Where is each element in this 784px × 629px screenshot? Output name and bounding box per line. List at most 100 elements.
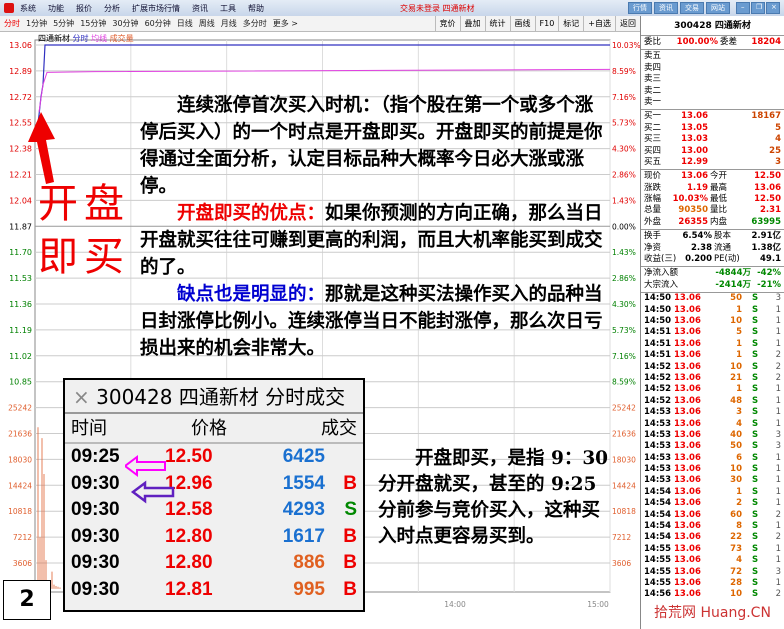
popup-volume: 4293 [282,499,325,520]
window-title: 交易未登录 四通新材 [400,4,475,13]
period-tab[interactable]: 月线 [220,19,237,28]
tick-cell: S [751,384,759,395]
menu-item[interactable]: 工具 [220,3,236,13]
popup-time: 09:30 [71,499,120,520]
tick-cell: 8 [736,521,742,532]
period-tab[interactable]: 15分钟 [80,19,107,28]
tick-cell: 2 [775,509,781,520]
tick-cell: 10 [730,589,742,600]
flow-label: 净流入额 [644,268,679,279]
pct-tick-label: 2.86% [612,171,636,180]
period-tab[interactable]: 多分时 [242,19,267,28]
draw-button[interactable]: 画线 [509,16,535,32]
tick-cell: 3 [775,429,781,440]
annotation-text-block: 连续涨停首次买入时机：（指个股在第一个或多个涨停后买入）的一个时点是开盘即买。开… [140,92,610,362]
auction-button[interactable]: 竞价 [434,16,460,32]
paragraph-open-buy: 开盘即买，是指 9：30 分开盘就买，甚至的 9:25 分前参与竞价买入，这种买… [378,448,609,547]
restore-icon[interactable]: ❐ [751,2,765,14]
buy-label: 买二 [644,122,662,133]
tick-cell: 60 [730,509,742,520]
tick-row: 14:51 13.06 1 S 1 [641,339,784,350]
period-tab[interactable]: 周线 [198,19,215,28]
tick-cell: S [751,486,759,497]
tick-cell: 1 [736,304,742,315]
quote-row: 总量 90350 量比 2.31 [641,205,784,216]
tick-cell: S [751,293,759,304]
tick-cell: S [751,304,759,315]
tick-cell: 14:50 [644,315,672,326]
tick-cell: 1 [775,395,781,406]
tick-row: 14:54 13.06 2 S 1 [641,498,784,509]
tick-cell: 14:52 [644,395,672,406]
tick-list[interactable]: 14:50 13.06 50 S 3 14:50 13.06 1 S 1 14:50 13.06 10 S… [641,293,784,601]
tick-cell: 14:56 [644,589,672,600]
watermark-logo: 拾荒网 Huang.CN [654,604,771,621]
period-tab[interactable]: 日线 [176,19,193,28]
quote-button[interactable]: 行情 [628,2,652,14]
more-periods[interactable]: 更多 > [272,19,298,28]
quote-value: 90350 [678,205,708,216]
pct-tick-label: 1.43% [612,248,636,257]
legend-price: 分时 [72,34,89,43]
mark-button[interactable]: 标记 [558,16,583,32]
overlay-button[interactable]: 叠加 [459,16,485,32]
popup-side: B [343,472,357,494]
tick-row: 14:53 13.06 30 S 1 [641,475,784,486]
minimize-icon[interactable]: – [736,2,750,14]
menu-item[interactable]: 分析 [104,3,120,13]
tick-cell: S [751,509,759,520]
volume-tick-label: 7212 [612,533,631,542]
tick-cell: 14:54 [644,532,672,543]
tick-cell: 2 [775,361,781,372]
tick-cell: 1 [736,486,742,497]
website-button[interactable]: 网站 [706,2,730,14]
f10-button[interactable]: F10 [534,16,559,32]
popup-row: 09:30 12.81 995 B [65,577,363,604]
tick-cell: 3 [775,441,781,452]
tick-cell: 13.06 [674,327,701,338]
buy-label: 买五 [644,156,662,167]
period-tab[interactable]: 1分钟 [26,19,48,28]
tick-cell: S [751,327,759,338]
stats-button[interactable]: 统计 [484,16,510,32]
volume-tick-label: 14424 [612,481,636,490]
menu-item[interactable]: 扩展市场行情 [132,3,180,13]
period-tab[interactable]: 5分钟 [53,19,75,28]
buy-price: 13.06 [681,111,708,122]
price-tick-label: 11.19 [9,326,32,335]
tick-cell: 13.06 [674,350,701,361]
period-tab[interactable]: 分时 [4,19,20,28]
flow-value: -2414万 [715,279,751,290]
price-tick-label: 11.87 [9,222,32,231]
volume-tick-label: 25242 [8,404,32,413]
tick-row: 14:54 13.06 60 S 2 [641,510,784,521]
tick-cell: 14:54 [644,498,672,509]
tick-cell: S [751,589,759,600]
menu-item[interactable]: 报价 [76,3,92,13]
menu-item[interactable]: 系统 [20,3,36,13]
tick-cell: S [751,464,759,475]
tick-row: 14:51 13.06 5 S 1 [641,327,784,338]
tick-cell: 1 [775,384,781,395]
watchlist-button[interactable]: +自选 [583,16,615,32]
popup-row: 09:30 12.96 1554 B [65,471,363,498]
paragraph-timing: 连续涨停首次买入时机：（指个股在第一个或多个涨停后买入）的一个时点是开盘即买。开… [140,95,603,197]
price-tick-label: 11.02 [9,352,32,361]
back-button[interactable]: 返回 [615,16,640,32]
close-icon[interactable]: × [766,2,780,14]
close-icon[interactable]: × [73,385,90,409]
tick-row: 14:50 13.06 1 S 1 [641,305,784,316]
tick-cell: 13.06 [674,521,701,532]
menu-item[interactable]: 功能 [48,3,64,13]
tick-cell: 14:55 [644,566,672,577]
news-button[interactable]: 资讯 [654,2,678,14]
period-tab[interactable]: 30分钟 [112,19,139,28]
menu-item[interactable]: 资讯 [192,3,208,13]
pink-arrow-icon [125,455,166,477]
menu-item[interactable]: 帮助 [248,3,264,13]
tick-cell: S [751,566,759,577]
tick-row: 14:53 13.06 50 S 3 [641,441,784,452]
trade-button[interactable]: 交易 [680,2,704,14]
period-tab[interactable]: 60分钟 [144,19,171,28]
quote-row: 现价 13.06 今开 12.50 [641,171,784,182]
